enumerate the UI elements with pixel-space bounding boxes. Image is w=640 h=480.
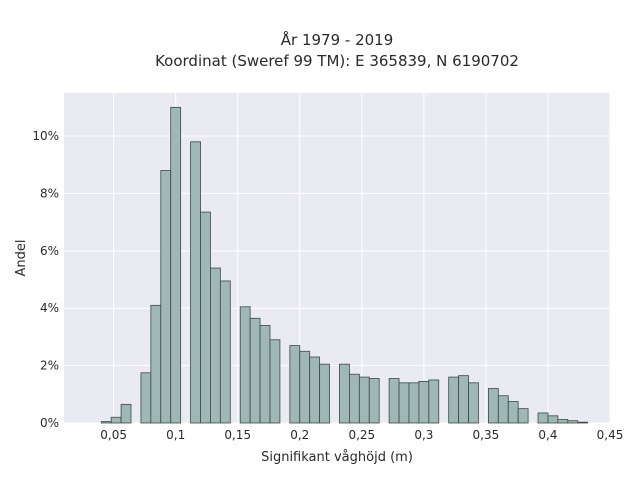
histogram-bar <box>100 421 112 424</box>
x-tick-label: 0,2 <box>290 428 309 442</box>
y-tick-label: 8% <box>40 186 59 200</box>
x-tick-label: 0,4 <box>538 428 557 442</box>
histogram-bar <box>577 421 589 424</box>
x-axis-label: Signifikant våghöjd (m) <box>261 450 413 465</box>
histogram-bar <box>448 376 460 424</box>
histogram-bar <box>210 267 221 424</box>
y-tick-label: 6% <box>40 244 59 258</box>
x-tick-label: 0,25 <box>348 428 375 442</box>
histogram-bar <box>507 401 519 424</box>
histogram-bar <box>299 350 311 424</box>
histogram-bar <box>339 363 350 424</box>
histogram-bar <box>468 382 479 424</box>
histogram-bar <box>567 420 579 424</box>
histogram-bar <box>517 408 529 424</box>
histogram-bar <box>547 415 559 424</box>
histogram-bar <box>160 170 172 424</box>
histogram-bar <box>358 376 370 424</box>
histogram-bar <box>200 211 211 424</box>
histogram-bar <box>249 317 261 424</box>
histogram-bar <box>140 372 152 424</box>
histogram-bar <box>458 375 469 424</box>
histogram-bar <box>368 378 380 424</box>
y-tick-labels: 0% 2% 4% 6% 8% 10% <box>32 129 59 430</box>
histogram-bar <box>428 379 440 424</box>
histogram-bar <box>120 403 132 424</box>
histogram-bar <box>219 280 231 424</box>
x-tick-label: 0,05 <box>100 428 127 442</box>
y-tick-label: 10% <box>32 129 59 143</box>
x-tick-label: 0,35 <box>473 428 500 442</box>
histogram-bar <box>557 419 569 424</box>
y-tick-label: 4% <box>40 301 59 315</box>
histogram-bar <box>418 380 430 424</box>
histogram-bar <box>190 141 201 424</box>
histogram-bar <box>537 412 549 424</box>
x-tick-label: 0,45 <box>597 428 624 442</box>
chart-title-line2: Koordinat (Sweref 99 TM): E 365839, N 61… <box>155 52 519 70</box>
x-tick-label: 0,3 <box>414 428 433 442</box>
histogram-bar <box>309 356 321 424</box>
histogram-bar <box>150 304 162 424</box>
histogram-bar <box>239 306 251 424</box>
x-tick-labels: 0,05 0,1 0,15 0,2 0,25 0,3 0,35 0,4 0,45 <box>100 428 623 442</box>
histogram-bar <box>398 382 410 424</box>
x-tick-label: 0,1 <box>166 428 185 442</box>
bars <box>100 106 589 424</box>
histogram-bar <box>269 339 281 424</box>
histogram-bar <box>408 382 420 424</box>
histogram-bar <box>110 416 122 424</box>
histogram-bar <box>349 373 360 424</box>
histogram-bar <box>497 395 509 424</box>
histogram-bar <box>487 388 499 424</box>
y-tick-label: 2% <box>40 359 59 373</box>
y-tick-label: 0% <box>40 416 59 430</box>
histogram-bar <box>319 363 330 424</box>
histogram-bar <box>170 106 182 424</box>
histogram-bar <box>259 325 271 424</box>
chart-title-line1: År 1979 - 2019 <box>281 30 394 49</box>
histogram-bar <box>388 378 400 424</box>
histogram-bar <box>289 345 301 424</box>
y-axis-label: Andel <box>14 240 29 277</box>
x-tick-label: 0,15 <box>224 428 251 442</box>
